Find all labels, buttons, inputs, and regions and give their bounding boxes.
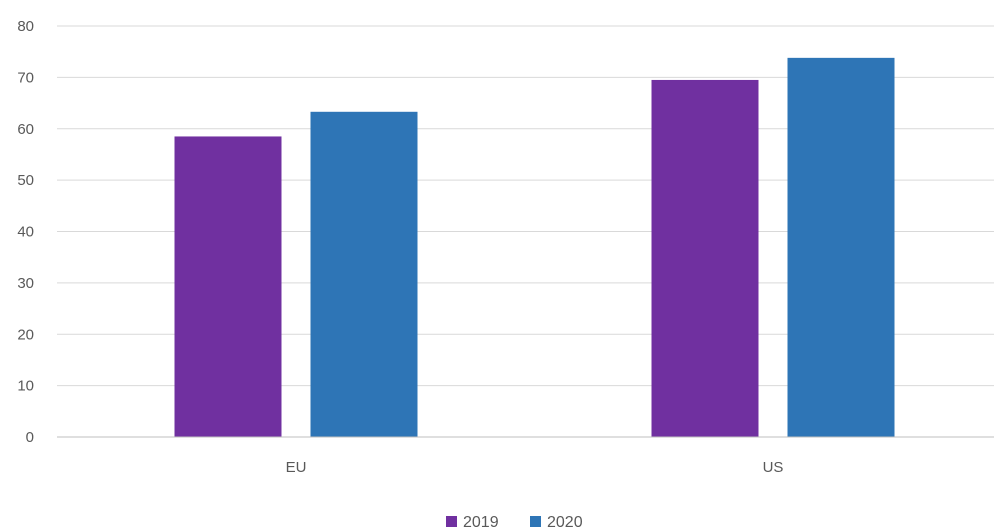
legend-swatch-2020 — [530, 516, 541, 527]
bar-eu-2019 — [174, 136, 282, 438]
bar-us-2019 — [651, 79, 759, 437]
y-tick-label: 0 — [26, 429, 34, 446]
legend: 2019 2020 — [446, 514, 583, 531]
legend-label-2020: 2020 — [547, 514, 583, 531]
bar-us-2020 — [787, 57, 895, 437]
y-tick-label: 30 — [17, 275, 34, 292]
x-tick-label: US — [763, 459, 784, 476]
y-tick-label: 80 — [17, 18, 34, 35]
y-tick-label: 50 — [17, 172, 34, 189]
y-axis-ticks: 0 10 20 30 40 50 60 70 80 — [17, 18, 34, 446]
bars — [174, 57, 895, 438]
x-axis-ticks: EU US — [286, 459, 784, 476]
y-tick-label: 60 — [17, 121, 34, 138]
y-tick-label: 70 — [17, 69, 34, 86]
bar-eu-2020 — [310, 111, 418, 437]
y-tick-label: 20 — [17, 326, 34, 343]
legend-label-2019: 2019 — [463, 514, 499, 531]
y-tick-label: 10 — [17, 378, 34, 395]
x-tick-label: EU — [286, 459, 307, 476]
legend-swatch-2019 — [446, 516, 457, 527]
y-tick-label: 40 — [17, 224, 34, 241]
